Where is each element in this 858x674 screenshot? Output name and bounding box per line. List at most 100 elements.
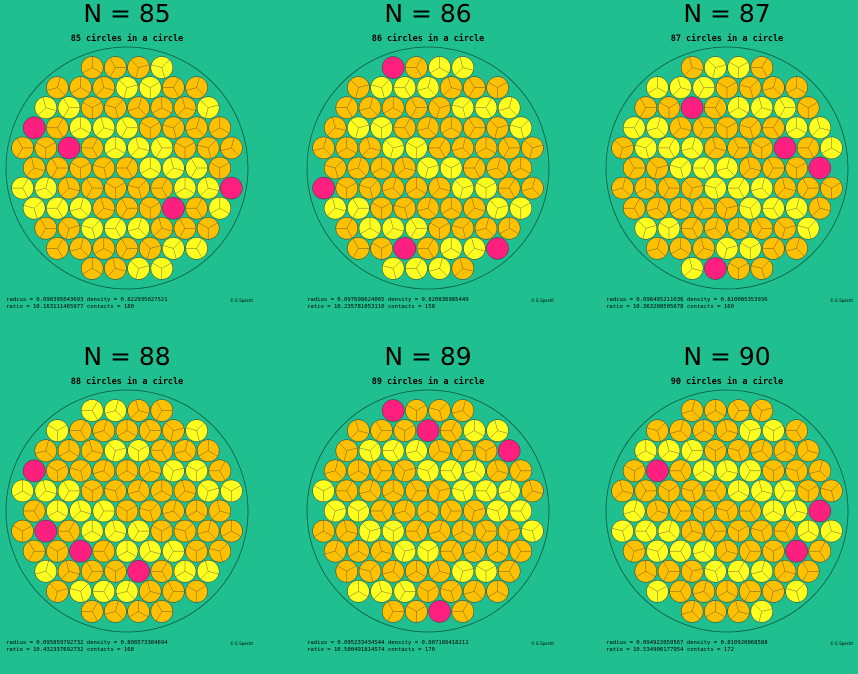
contact-line <box>115 490 119 502</box>
contact-line <box>184 450 193 459</box>
contact-line <box>761 490 773 494</box>
contact-line <box>105 611 116 615</box>
contact-line <box>680 461 687 471</box>
contact-line <box>796 470 800 482</box>
contact-line <box>17 147 23 158</box>
contact-line <box>179 228 186 238</box>
contact-line <box>684 563 693 572</box>
contact-line <box>369 563 378 572</box>
contact-line <box>515 461 521 471</box>
contact-line <box>373 551 382 559</box>
contact-line <box>219 208 230 214</box>
contact-line <box>200 187 209 196</box>
contact-line <box>352 239 359 249</box>
contact-line <box>680 582 687 592</box>
contact-line <box>647 207 658 212</box>
contact-line <box>698 78 704 88</box>
contact-line <box>197 144 209 149</box>
contact-line <box>689 188 693 199</box>
contact-line <box>394 510 405 514</box>
contact-line <box>128 490 139 494</box>
contact-line <box>335 207 346 212</box>
contact-line <box>163 245 174 249</box>
contact-line <box>427 208 436 216</box>
contact-line <box>494 127 498 139</box>
contact-line <box>726 167 735 176</box>
contact-line <box>698 118 704 128</box>
contact-line <box>729 228 739 234</box>
contact-line <box>187 545 197 552</box>
contact-line <box>451 87 462 91</box>
contact-line <box>399 591 405 601</box>
contact-line <box>462 107 466 119</box>
contact-line <box>385 228 394 236</box>
contact-line <box>800 450 809 459</box>
contact-line <box>726 503 735 512</box>
contact-line <box>369 571 373 582</box>
contact-line <box>393 571 401 579</box>
contact-line <box>692 490 696 502</box>
contact-line <box>40 218 46 229</box>
contact-line <box>622 531 626 542</box>
contact-line <box>802 561 809 572</box>
contact-line <box>381 591 392 595</box>
contact-line <box>802 187 809 198</box>
contact-line <box>339 530 347 539</box>
contact-line <box>715 481 721 492</box>
contact-line <box>71 127 81 134</box>
contact-line <box>92 485 102 492</box>
contact-line <box>692 185 703 189</box>
contact-line <box>92 147 98 158</box>
contact-line <box>700 238 704 249</box>
contact-line <box>156 602 162 612</box>
contact-line <box>761 523 770 532</box>
contact-line <box>703 540 707 552</box>
contact-line <box>358 157 362 169</box>
contact-line <box>520 127 524 139</box>
contact-line <box>126 167 133 178</box>
contact-line <box>182 480 186 491</box>
contact-line <box>191 158 197 169</box>
contact-line <box>142 551 151 559</box>
contact-line <box>750 167 761 171</box>
contact-line <box>45 142 56 149</box>
contact-line <box>624 465 635 471</box>
contact-line <box>439 67 449 74</box>
contact-line <box>323 137 327 148</box>
contact-line <box>754 107 762 116</box>
contact-line <box>509 187 515 198</box>
contact-line <box>485 445 496 451</box>
contact-line <box>210 208 220 214</box>
contact-line <box>522 528 533 532</box>
contact-line <box>51 158 58 169</box>
contact-line <box>425 167 429 179</box>
contact-line <box>186 127 197 131</box>
contact-line <box>729 62 739 68</box>
contact-line <box>337 565 347 572</box>
contact-line <box>40 228 46 238</box>
contact-line <box>427 510 438 517</box>
contact-line <box>429 530 440 535</box>
contact-line <box>103 420 107 431</box>
contact-line <box>61 187 70 196</box>
contact-line <box>93 165 104 169</box>
contact-line <box>619 480 623 491</box>
contact-line <box>184 142 195 149</box>
contact-line <box>761 560 765 572</box>
contact-line <box>532 490 543 494</box>
contact-line <box>744 461 751 471</box>
contact-line <box>187 585 197 592</box>
contact-line <box>612 187 623 192</box>
contact-line <box>381 501 388 512</box>
contact-line <box>692 568 703 572</box>
contact-line <box>431 483 440 492</box>
contact-line <box>487 167 498 171</box>
contact-line <box>750 200 758 209</box>
contact-line <box>524 140 533 149</box>
contact-line <box>150 167 160 174</box>
contact-line <box>138 188 142 199</box>
contact-line <box>706 410 716 417</box>
contact-line <box>112 258 116 269</box>
contact-line <box>796 238 800 249</box>
contact-line <box>635 144 646 149</box>
